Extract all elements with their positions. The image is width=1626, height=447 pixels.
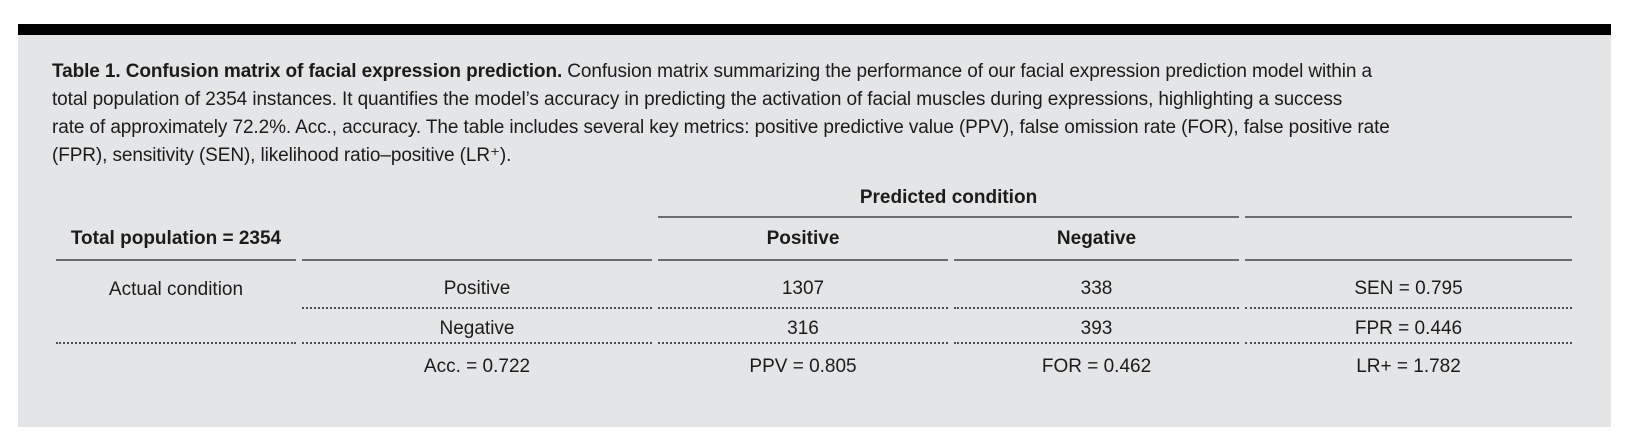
predicted-condition-spanner: Predicted condition <box>658 185 1240 218</box>
cell-sensitivity: SEN = 0.795 <box>1245 261 1573 309</box>
table-row-actual-negative: Negative 316 393 FPR = 0.446 <box>56 309 1573 344</box>
cell-false-negative: 338 <box>954 261 1240 309</box>
caption-title: Table 1. Confusion matrix of facial expr… <box>52 61 563 82</box>
row-label-positive: Positive <box>302 261 652 309</box>
row-label-negative: Negative <box>302 309 652 344</box>
cell-ppv: PPV = 0.805 <box>749 356 857 377</box>
cell-lr-positive: LR+ = 1.782 <box>1356 356 1461 377</box>
actual-condition-label: Actual condition <box>108 279 244 300</box>
cell-accuracy: Acc. = 0.722 <box>423 356 531 377</box>
predicted-negative-header: Negative <box>954 218 1240 261</box>
table-row-actual-positive: Actual condition Positive 1307 338 SEN =… <box>56 261 1573 309</box>
table-panel: Table 1. Confusion matrix of facial expr… <box>18 35 1611 427</box>
spanner-row: Predicted condition <box>56 185 1573 218</box>
caption-line: Table 1. Confusion matrix of facial expr… <box>52 58 1582 86</box>
spanner-spacer <box>56 185 652 218</box>
cell-false-positive-rate: FPR = 0.446 <box>1245 309 1573 344</box>
caption-line: rate of approximately 72.2%. Acc., accur… <box>52 117 1390 138</box>
header-spacer <box>302 218 652 261</box>
cell-true-negative: 393 <box>954 309 1240 344</box>
table-top-bar <box>18 24 1611 35</box>
metrics-header-spacer <box>1245 218 1573 261</box>
table-caption: Table 1. Confusion matrix of facial expr… <box>52 58 1582 170</box>
total-population-header: Total population = 2354 <box>56 218 296 261</box>
cell-for: FOR = 0.462 <box>1041 356 1152 377</box>
cell-false-positive: 316 <box>658 309 948 344</box>
predicted-positive-header: Positive <box>658 218 948 261</box>
spanner-metrics-spacer <box>1245 185 1573 218</box>
confusion-matrix-table: Predicted condition Total population = 2… <box>50 185 1578 384</box>
row-spacer <box>56 344 296 384</box>
table-sheet: Table 1. Confusion matrix of facial expr… <box>18 24 1611 427</box>
header-row: Total population = 2354 Positive Negativ… <box>56 218 1573 261</box>
caption-line: total population of 2354 instances. It q… <box>52 89 1343 110</box>
row-spacer <box>56 309 296 344</box>
table-row-metrics: Acc. = 0.722 PPV = 0.805 FOR = 0.462 LR+… <box>56 344 1572 384</box>
cell-true-positive: 1307 <box>658 261 948 309</box>
caption-text: Confusion matrix summarizing the perform… <box>562 61 1373 82</box>
caption-line: (FPR), sensitivity (SEN), likelihood rat… <box>52 145 512 166</box>
